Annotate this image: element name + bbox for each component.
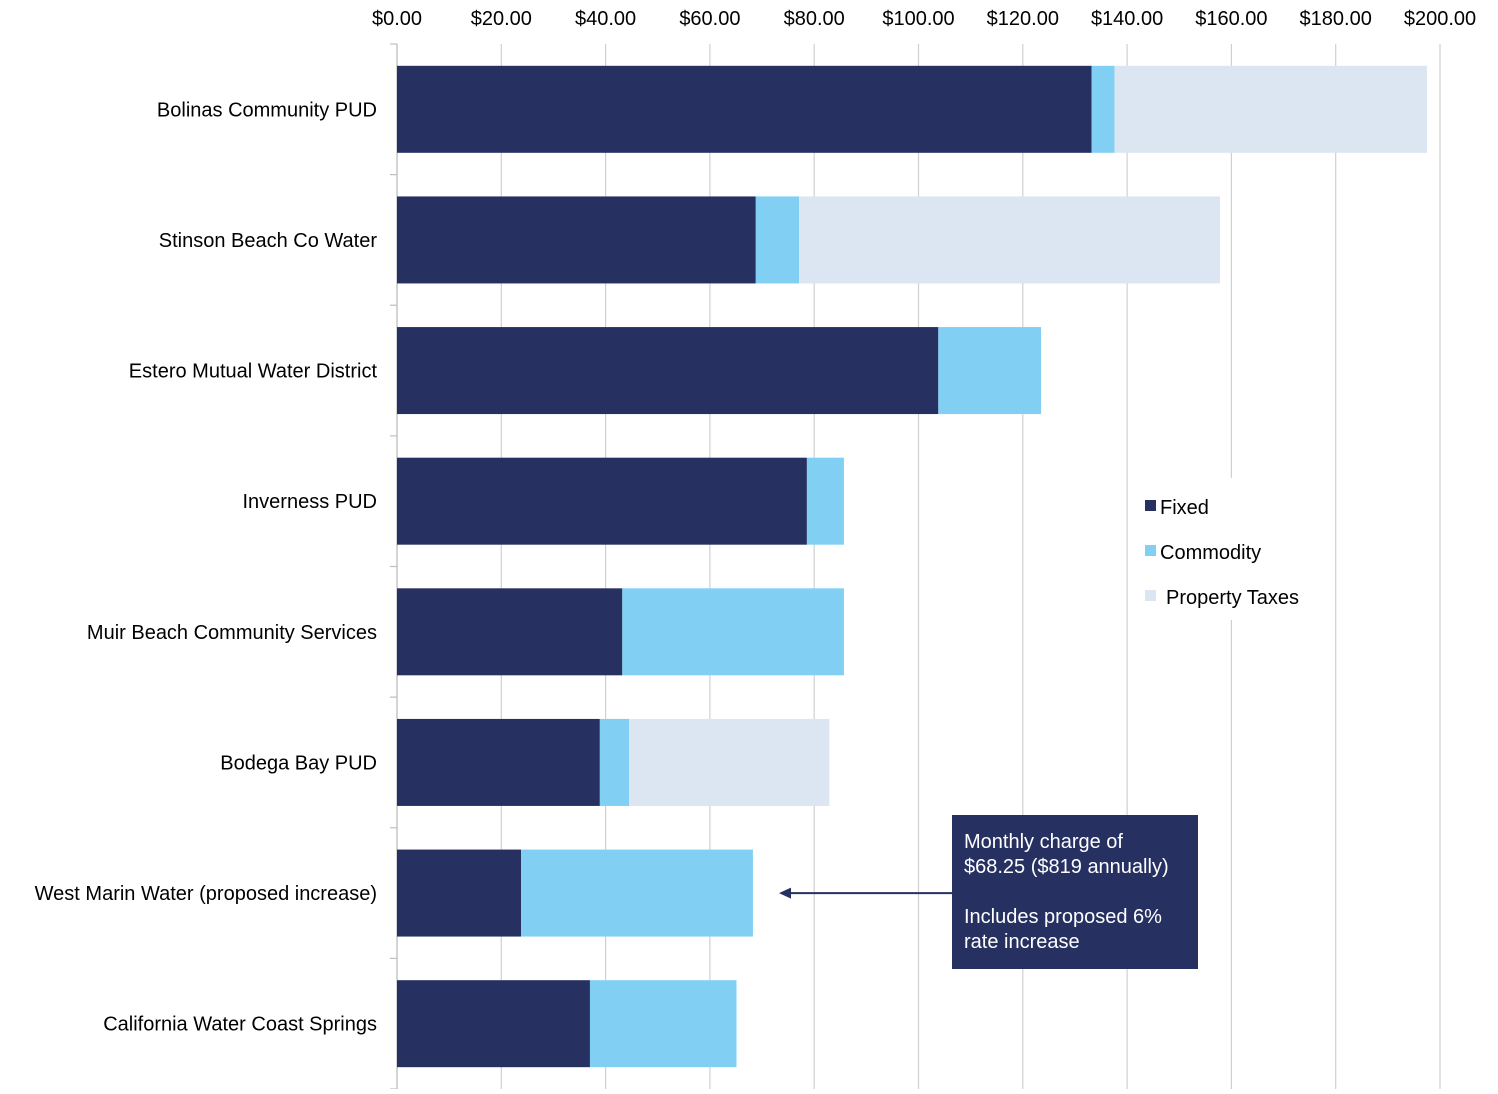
bar-fixed-inverness-pud xyxy=(397,457,807,545)
legend-swatch-fixed xyxy=(1145,500,1156,511)
category-label-estero-mutual-water-district: Estero Mutual Water District xyxy=(129,361,378,383)
bar-fixed-muir-beach-community-services xyxy=(397,588,623,676)
x-tick-label-2: $40.00 xyxy=(575,8,636,30)
category-label-muir-beach-community-services: Muir Beach Community Services xyxy=(87,622,377,644)
x-axis-ticks: $0.00 $20.00 $40.00 $60.00 $80.00 $100.00 $120… xyxy=(372,8,1476,30)
bar-commodity-estero-mutual-water-district xyxy=(938,327,1042,415)
category-label-bodega-bay-pud: Bodega Bay PUD xyxy=(220,752,377,774)
legend-label-fixed: Fixed xyxy=(1160,497,1209,519)
annotation-line-4: rate increase xyxy=(964,931,1080,953)
legend-label-commodity: Commodity xyxy=(1160,542,1261,564)
x-tick-label-7: $140.00 xyxy=(1091,8,1163,30)
category-label-bolinas-community-pud: Bolinas Community PUD xyxy=(157,99,377,121)
annotation-line-3: Includes proposed 6% xyxy=(964,906,1162,928)
legend-background xyxy=(1128,478,1324,620)
bar-commodity-bodega-bay-pud xyxy=(599,718,630,806)
annotation: Monthly charge of $68.25 ($819 annually) I… xyxy=(779,815,1198,969)
x-tick-label-5: $100.00 xyxy=(882,8,954,30)
legend: Fixed Commodity Property Taxes xyxy=(1128,478,1324,620)
bar-commodity-muir-beach-community-services xyxy=(622,588,844,676)
annotation-line-1: $68.25 ($819 annually) xyxy=(964,856,1169,878)
category-label-california-water-coast-springs: California Water Coast Springs xyxy=(103,1014,377,1036)
x-tick-label-8: $160.00 xyxy=(1195,8,1267,30)
bar-property-taxes-bodega-bay-pud xyxy=(629,718,830,806)
bar-fixed-estero-mutual-water-district xyxy=(397,327,939,415)
annotation-line-0: Monthly charge of xyxy=(964,831,1123,853)
category-label-inverness-pud: Inverness PUD xyxy=(243,491,378,513)
x-tick-label-0: $0.00 xyxy=(372,8,422,30)
bar-fixed-bolinas-community-pud xyxy=(397,65,1092,153)
x-tick-label-4: $80.00 xyxy=(784,8,845,30)
bar-fixed-california-water-coast-springs xyxy=(397,980,590,1068)
bars xyxy=(397,65,1427,1068)
bar-commodity-stinson-beach-co-water xyxy=(755,196,800,284)
legend-swatch-property-taxes xyxy=(1145,590,1156,601)
x-tick-label-3: $60.00 xyxy=(679,8,740,30)
x-tick-label-9: $180.00 xyxy=(1300,8,1372,30)
bar-fixed-west-marin-water-proposed-increase xyxy=(397,849,522,937)
x-tick-label-10: $200.00 xyxy=(1404,8,1476,30)
bar-property-taxes-stinson-beach-co-water xyxy=(799,196,1220,284)
x-tick-label-1: $20.00 xyxy=(471,8,532,30)
bar-property-taxes-bolinas-community-pud xyxy=(1114,65,1427,153)
bar-commodity-west-marin-water-proposed-increase xyxy=(521,849,753,937)
category-axis: Bolinas Community PUD Stinson Beach Co Wa… xyxy=(35,43,398,1090)
category-label-stinson-beach-co-water: Stinson Beach Co Water xyxy=(159,230,378,252)
bar-fixed-stinson-beach-co-water xyxy=(397,196,756,284)
bar-commodity-california-water-coast-springs xyxy=(589,980,737,1068)
legend-swatch-commodity xyxy=(1145,545,1156,556)
category-label-west-marin-water-proposed-increase: West Marin Water (proposed increase) xyxy=(35,883,377,905)
bar-commodity-inverness-pud xyxy=(806,457,844,545)
bar-fixed-bodega-bay-pud xyxy=(397,718,600,806)
bar-commodity-bolinas-community-pud xyxy=(1091,65,1115,153)
legend-label-property-taxes: Property Taxes xyxy=(1166,587,1299,609)
annotation-box xyxy=(952,815,1198,969)
x-tick-label-6: $120.00 xyxy=(987,8,1059,30)
annotation-arrow-head xyxy=(779,887,791,899)
